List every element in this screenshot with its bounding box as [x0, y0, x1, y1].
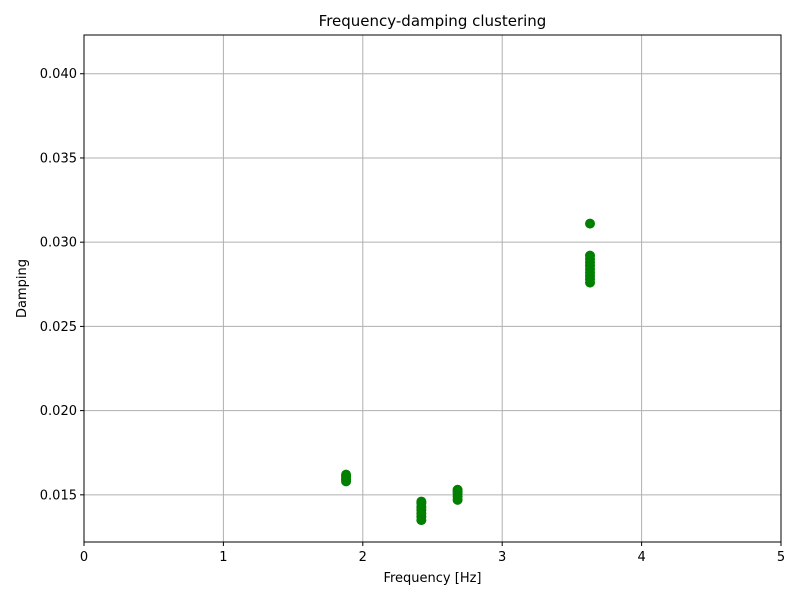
y-tick-label: 0.035	[40, 151, 77, 166]
x-tick-label: 0	[80, 550, 88, 565]
x-tick-label: 1	[219, 550, 227, 565]
x-tick-label: 5	[777, 550, 785, 565]
y-tick-label: 0.015	[40, 488, 77, 503]
data-point	[585, 277, 596, 288]
y-tick-label: 0.020	[40, 404, 77, 419]
data-point	[341, 476, 352, 487]
y-tick-label: 0.025	[40, 320, 77, 335]
x-tick-label: 3	[498, 550, 506, 565]
y-tick-label: 0.040	[40, 67, 77, 82]
y-tick-label: 0.030	[40, 236, 77, 251]
x-tick-label: 4	[637, 550, 645, 565]
data-point	[452, 494, 463, 505]
y-axis-ticks: 0.015 0.020 0.025 0.030 0.035 0.040	[40, 67, 84, 503]
data-point	[585, 218, 596, 229]
chart-title: Frequency-damping clustering	[319, 12, 547, 30]
plot-frame	[83, 34, 782, 543]
data-point	[416, 515, 427, 526]
data-points	[341, 218, 596, 526]
x-axis-ticks: 0 1 2 3 4 5	[80, 542, 785, 565]
x-axis-label: Frequency [Hz]	[383, 571, 481, 586]
y-axis-label: Damping	[15, 259, 30, 318]
x-tick-label: 2	[359, 550, 367, 565]
